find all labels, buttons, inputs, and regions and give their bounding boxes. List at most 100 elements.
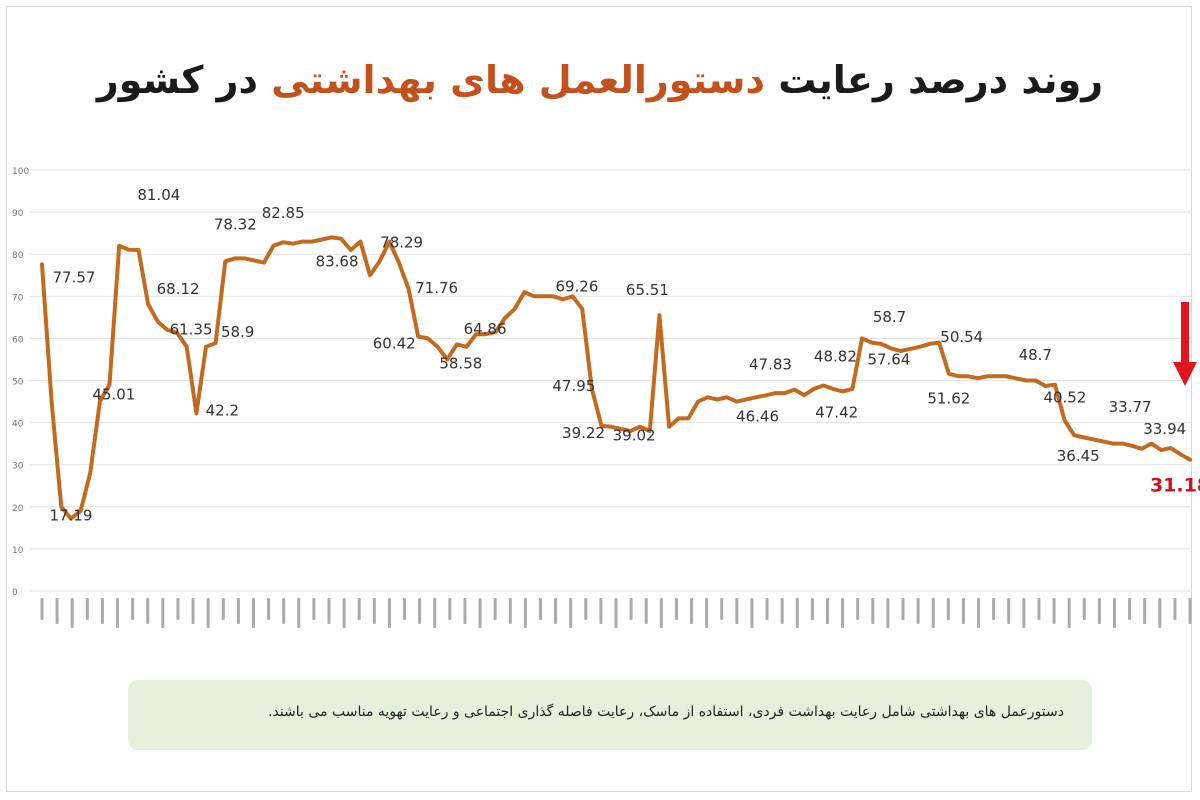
x-tick-label [856,598,860,620]
data-label: 48.82 [814,347,857,365]
y-tick-label: 40 [12,420,24,430]
x-tick-label [614,598,618,628]
x-tick-label [1007,598,1011,624]
arrow-shaft [1181,302,1189,364]
x-tick-label [1173,598,1177,620]
x-tick-label [674,598,678,620]
x-tick-label [750,598,754,628]
x-tick-label [403,598,407,620]
chart-title: روند درصد رعایت دستورالعمل های بهداشتی د… [0,58,1200,102]
x-tick-label [946,598,950,620]
x-tick-label [1158,598,1162,628]
data-label: 50.54 [940,328,983,346]
y-axis-ticks: 0 10 20 30 40 50 60 70 80 90 100 [12,167,29,598]
x-tick-label [735,598,739,624]
data-label: 57.64 [867,350,910,368]
y-tick-label: 100 [12,167,29,177]
x-tick-label [1097,598,1101,624]
x-tick-label [478,598,482,628]
data-label: 58.9 [221,323,254,341]
x-tick-label [176,598,180,620]
x-tick-label [765,598,769,620]
x-tick-label [433,598,437,628]
x-tick-label [871,598,875,624]
data-label: 47.83 [749,356,792,374]
data-label: 17.19 [49,507,92,525]
x-tick-label [931,598,935,628]
data-label: 33.77 [1109,398,1152,416]
x-tick-label [1112,598,1116,628]
y-tick-label: 20 [12,504,24,514]
x-tick-label [85,598,89,620]
data-label: 31.18 [1150,475,1200,497]
x-tick-label [312,598,316,620]
data-label: 42.2 [206,401,239,419]
x-tick-label [236,598,240,624]
x-tick-label [841,598,845,628]
x-tick-label [644,598,648,624]
title-part-3: در کشور [96,58,272,102]
x-tick-label [357,598,361,620]
x-tick-label [795,598,799,628]
x-tick-label [342,598,346,628]
x-tick-label [720,598,724,620]
x-tick-label [1067,598,1071,628]
footnote-text: دستورعمل های بهداشتی شامل رعایت بهداشت ف… [268,704,1064,720]
x-tick-label [55,598,59,624]
data-label: 51.62 [927,390,970,408]
x-tick-label [1052,598,1056,624]
x-tick-label [810,598,814,620]
x-tick-label [387,598,391,628]
x-tick-label [116,598,120,628]
data-label: 45.01 [92,386,135,404]
x-tick-label [901,598,905,620]
data-label: 71.76 [415,279,458,297]
gridlines [30,169,1192,592]
x-tick-label [206,598,210,628]
x-tick-label [327,598,331,624]
x-tick-label [131,598,135,620]
data-label: 47.42 [815,403,858,421]
data-label: 82.85 [262,204,305,222]
data-label: 39.02 [613,427,656,445]
data-label: 81.04 [137,186,180,204]
x-tick-label [629,598,633,620]
x-tick-label [599,598,603,624]
data-label: 64.86 [464,320,507,338]
x-tick-label [1128,598,1132,620]
x-tick-label [538,598,542,620]
x-tick-label [463,598,467,624]
data-label: 83.68 [316,253,359,271]
series-line [40,235,1192,521]
x-tick-label [251,598,255,628]
data-label: 69.26 [555,277,598,295]
x-tick-label [705,598,709,628]
x-tick-label [267,598,271,620]
x-tick-label [992,598,996,620]
x-tick-label [493,598,497,620]
x-tick-label [886,598,890,628]
x-tick-label [161,598,165,628]
data-label: 77.57 [53,268,96,286]
x-tick-label [1037,598,1041,620]
x-tick-label [825,598,829,624]
x-tick-label [221,598,225,620]
x-tick-label [1188,598,1192,624]
x-tick-label [523,598,527,628]
data-label: 58.58 [439,354,482,372]
y-tick-label: 60 [12,335,24,345]
x-tick-label [372,598,376,624]
data-label: 36.45 [1057,447,1100,465]
y-tick-label: 80 [12,251,24,261]
title-part-1: روند درصد رعایت [765,58,1104,102]
down-arrow-icon [1173,302,1197,386]
y-tick-label: 90 [12,209,24,219]
data-label: 65.51 [626,281,669,299]
x-tick-label [916,598,920,624]
x-tick-label [584,598,588,620]
x-tick-label [297,598,301,628]
y-tick-label: 50 [12,378,24,388]
data-label: 48.7 [1019,346,1052,364]
data-label: 58.7 [873,308,906,326]
x-axis-ticks [40,598,1192,628]
